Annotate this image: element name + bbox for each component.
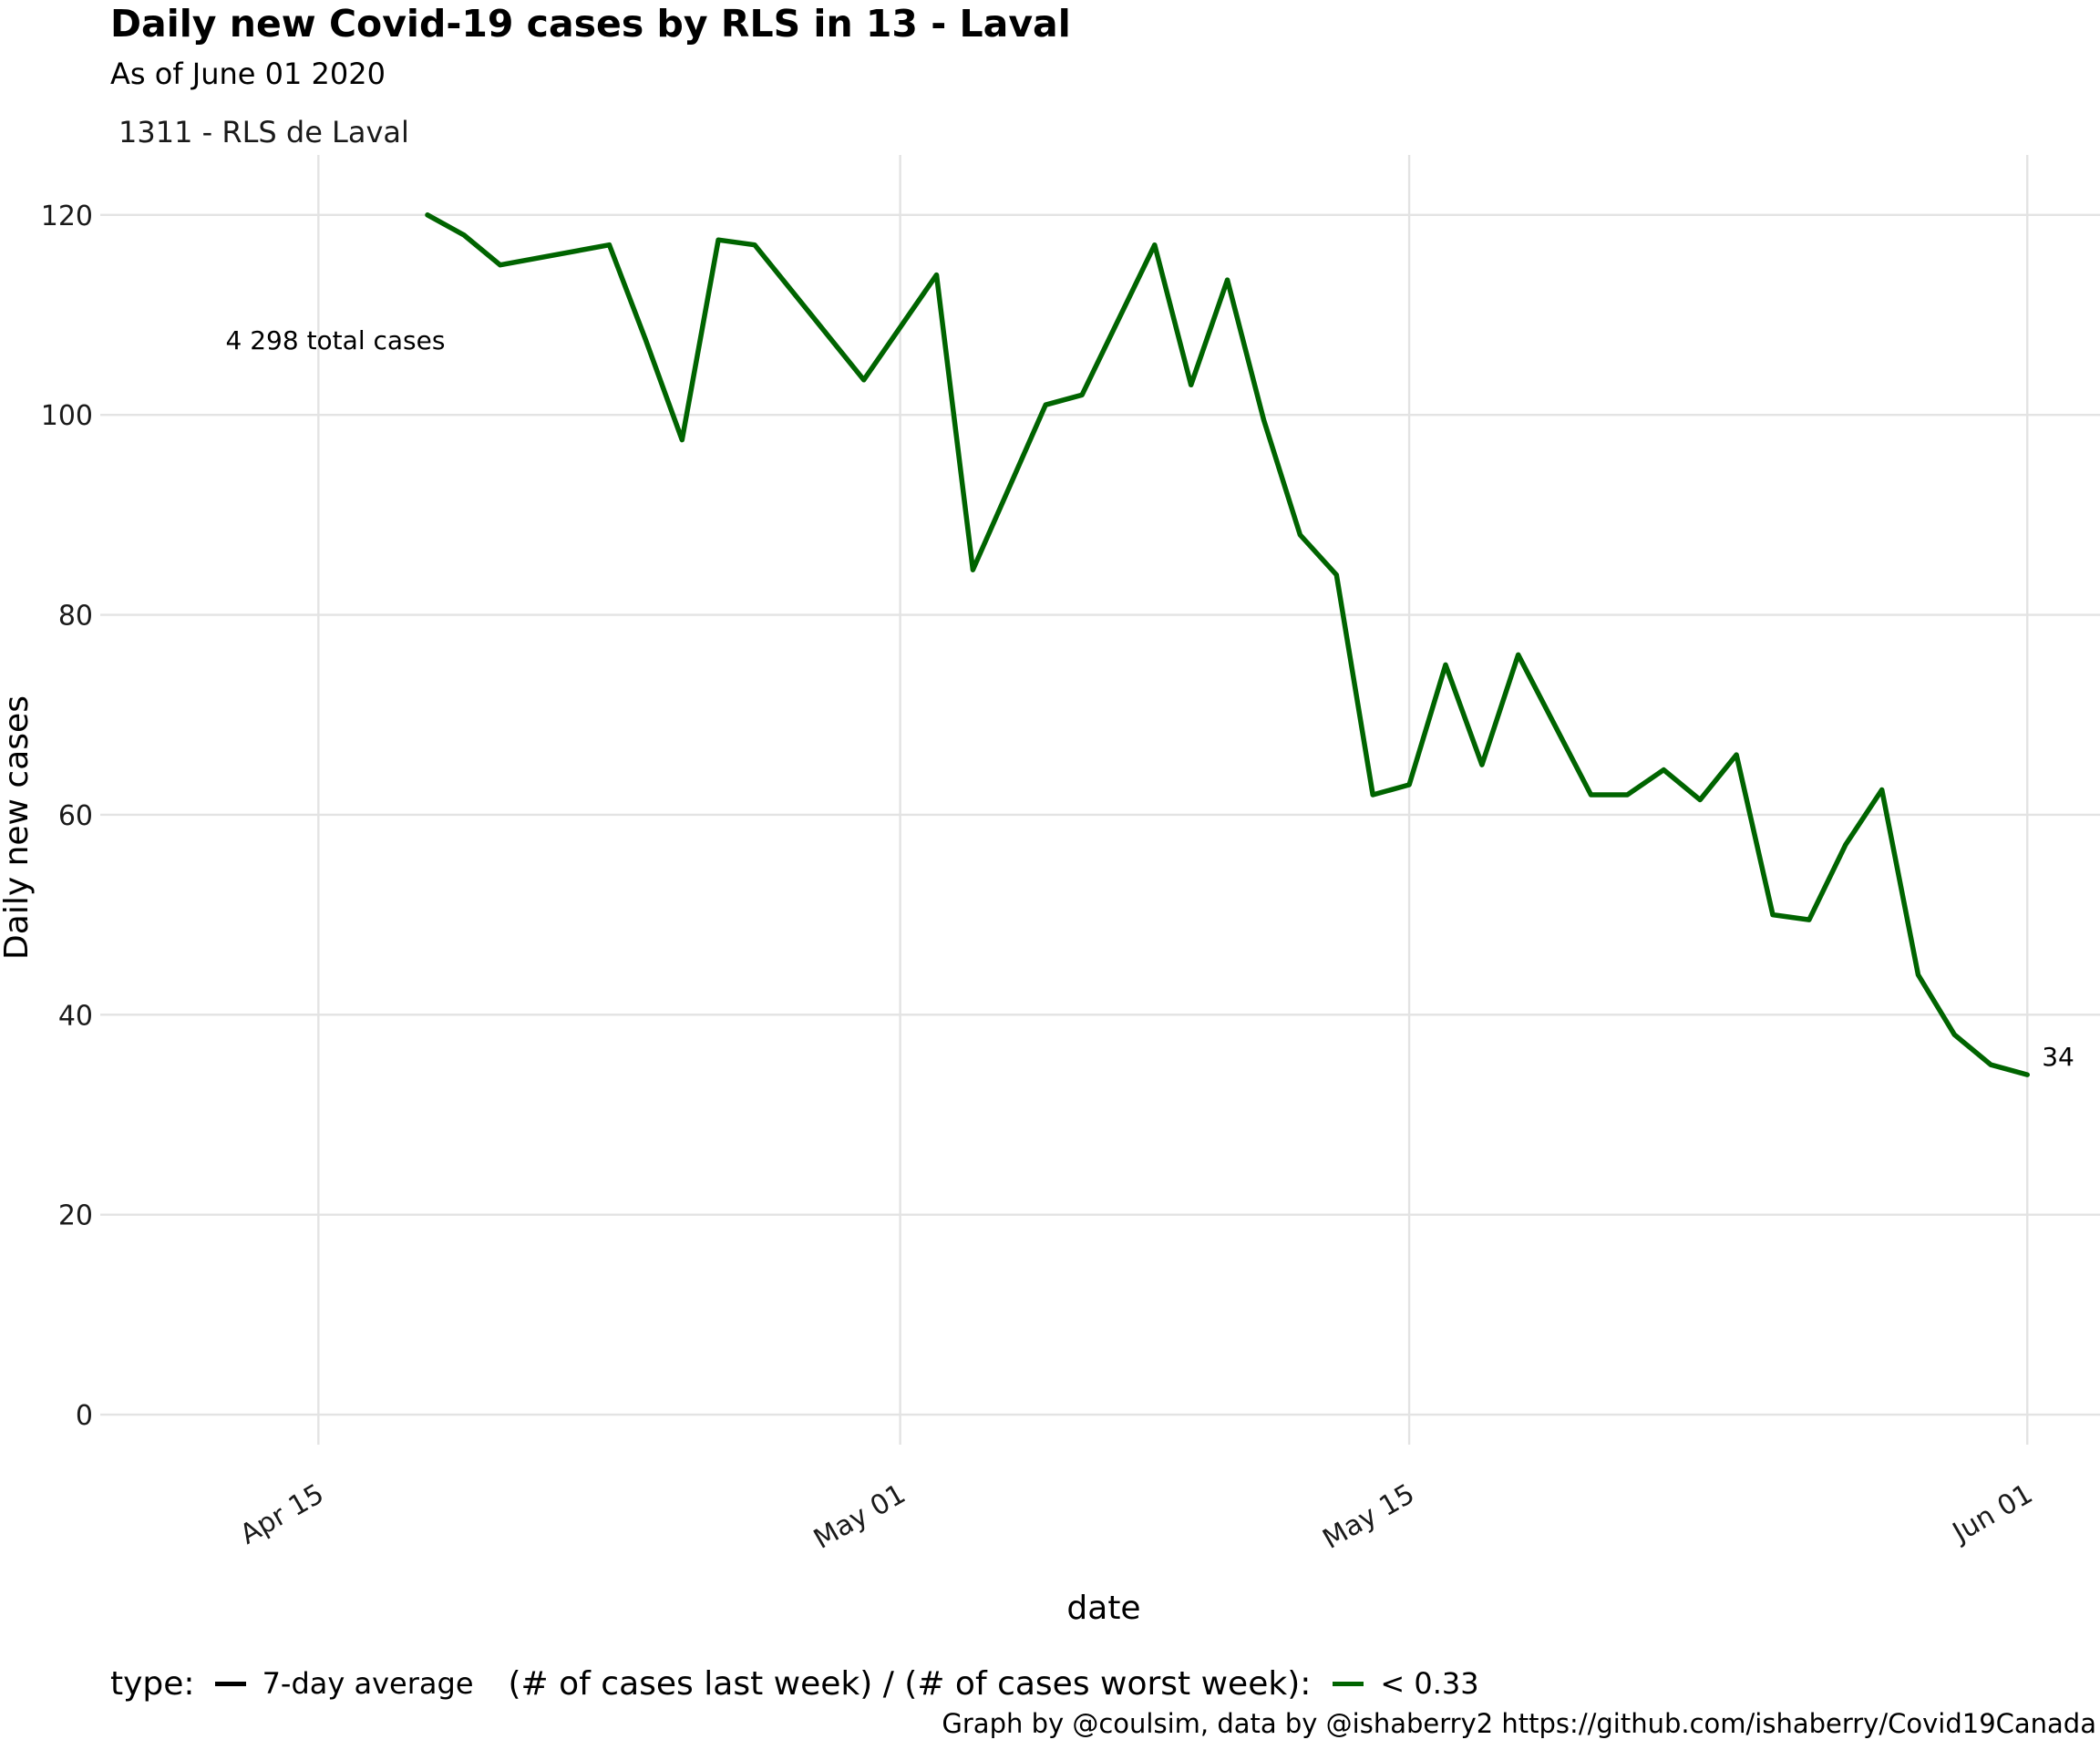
y-tick-labels: 0 20 40 60 80 100 120 (41, 201, 93, 1432)
legend-key-7day (214, 1681, 246, 1686)
y-tick-label: 0 (76, 1400, 93, 1432)
legend-label-7day: 7-day average (262, 1666, 474, 1701)
x-tick-label: Apr 15 (235, 1478, 330, 1551)
total-cases-annotation: 4 298 total cases (226, 325, 446, 355)
chart-caption: Graph by @coulsim, data by @ishaberry2 h… (942, 1708, 2096, 1739)
last-value-annotation: 34 (2042, 1042, 2074, 1072)
legend-type-title: type: (110, 1664, 195, 1703)
x-tick-label: May 15 (1318, 1478, 1421, 1556)
legend-label-ratio: < 0.33 (1380, 1666, 1479, 1701)
legend-key-ratio (1333, 1681, 1364, 1686)
y-tick-label: 80 (58, 601, 93, 633)
y-tick-label: 120 (41, 201, 93, 232)
x-tick-label: Jun 01 (1946, 1478, 2038, 1550)
legend: type: 7-day average (# of cases last wee… (110, 1661, 1514, 1706)
line-chart: 0 20 40 60 80 100 120 Apr 15 May 01 May 15 Jun 01… (0, 115, 2100, 1627)
legend-ratio-title: (# of cases last week) / (# of cases wor… (508, 1664, 1312, 1703)
panel-label: 1311 - RLS de Laval (118, 115, 409, 149)
grid-lines (100, 155, 2100, 1445)
x-tick-label: May 01 (808, 1478, 911, 1556)
y-tick-label: 20 (58, 1200, 93, 1232)
y-tick-label: 60 (58, 800, 93, 832)
chart-subtitle: As of June 01 2020 (110, 57, 386, 91)
x-tick-labels: Apr 15 May 01 May 15 Jun 01 (235, 1478, 2039, 1556)
chart-title: Daily new Covid-19 cases by RLS in 13 - … (110, 2, 1071, 46)
y-tick-label: 100 (41, 400, 93, 432)
y-axis-label: Daily new cases (0, 695, 36, 960)
series-line (425, 212, 2030, 1077)
x-axis-label: date (1066, 1590, 1140, 1627)
series-lines (425, 212, 2030, 1077)
y-tick-label: 40 (58, 1000, 93, 1032)
